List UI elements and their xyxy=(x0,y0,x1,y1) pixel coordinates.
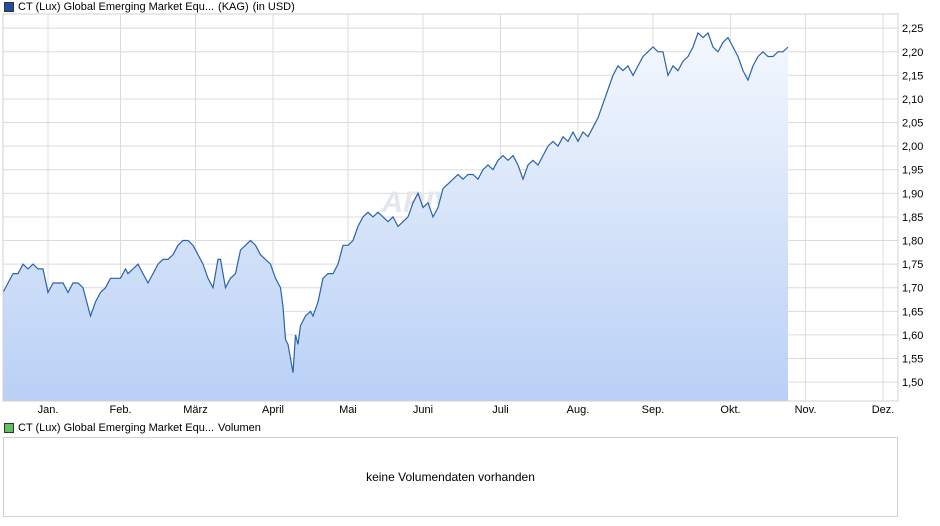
volume-panel: keine Volumendaten vorhanden xyxy=(3,437,898,517)
y-tick-label: 1,95 xyxy=(902,165,923,177)
y-tick-label: 1,70 xyxy=(902,283,923,295)
volume-empty-message: keine Volumendaten vorhanden xyxy=(366,470,535,484)
price-legend-suffix: (KAG) xyxy=(218,1,249,13)
price-line xyxy=(2,31,789,373)
x-tick-label: April xyxy=(262,404,284,416)
x-tick-label: Okt. xyxy=(720,404,740,416)
price-legend-currency: (in USD) xyxy=(252,1,295,13)
x-axis: Jan. Feb. März April Mai Juni Juli Aug. Sep. Okt.… xyxy=(38,404,895,416)
volume-legend: CT (Lux) Global Emerging Market Equ... V… xyxy=(4,421,261,435)
y-tick-label: 2,00 xyxy=(902,141,923,153)
volume-legend-name: CT (Lux) Global Emerging Market Equ... xyxy=(18,422,215,434)
y-tick-label: 2,20 xyxy=(902,47,923,59)
y-tick-label: 1,75 xyxy=(902,259,923,271)
x-tick-label: März xyxy=(183,404,207,416)
y-tick-label: 1,60 xyxy=(902,330,923,342)
price-legend-swatch xyxy=(4,2,14,12)
volume-legend-suffix: Volumen xyxy=(218,422,261,434)
x-tick-label: Jan. xyxy=(38,404,59,416)
y-tick-label: 2,05 xyxy=(902,118,923,130)
y-tick-label: 1,85 xyxy=(902,212,923,224)
x-tick-label: Feb. xyxy=(109,404,131,416)
x-tick-label: Juli xyxy=(492,404,509,416)
x-tick-label: Dez. xyxy=(872,404,895,416)
y-tick-label: 2,25 xyxy=(902,23,923,35)
volume-legend-swatch xyxy=(4,423,14,433)
y-axis: 2,25 2,20 2,15 2,10 2,05 2,00 1,95 1,90 1,85 1,80… xyxy=(902,23,923,389)
y-tick-label: 1,65 xyxy=(902,306,923,318)
y-tick-label: 1,90 xyxy=(902,188,923,200)
y-tick-label: 1,55 xyxy=(902,354,923,366)
y-tick-label: 2,15 xyxy=(902,70,923,82)
y-tick-label: 2,10 xyxy=(902,94,923,106)
x-tick-label: Mai xyxy=(339,404,357,416)
price-legend-name: CT (Lux) Global Emerging Market Equ... xyxy=(18,1,215,13)
price-legend: CT (Lux) Global Emerging Market Equ... (… xyxy=(4,0,295,14)
price-area xyxy=(3,32,788,402)
y-tick-label: 1,50 xyxy=(902,377,923,389)
x-tick-label: Nov. xyxy=(795,404,817,416)
plot-frame xyxy=(2,13,899,402)
x-tick-label: Juni xyxy=(413,404,433,416)
x-tick-label: Sep. xyxy=(642,404,665,416)
x-tick-label: Aug. xyxy=(567,404,590,416)
price-chart: ARIVA.DE 2,252,202,152,102,052,001,951,9… xyxy=(2,13,923,416)
y-tick-label: 1,80 xyxy=(902,236,923,248)
